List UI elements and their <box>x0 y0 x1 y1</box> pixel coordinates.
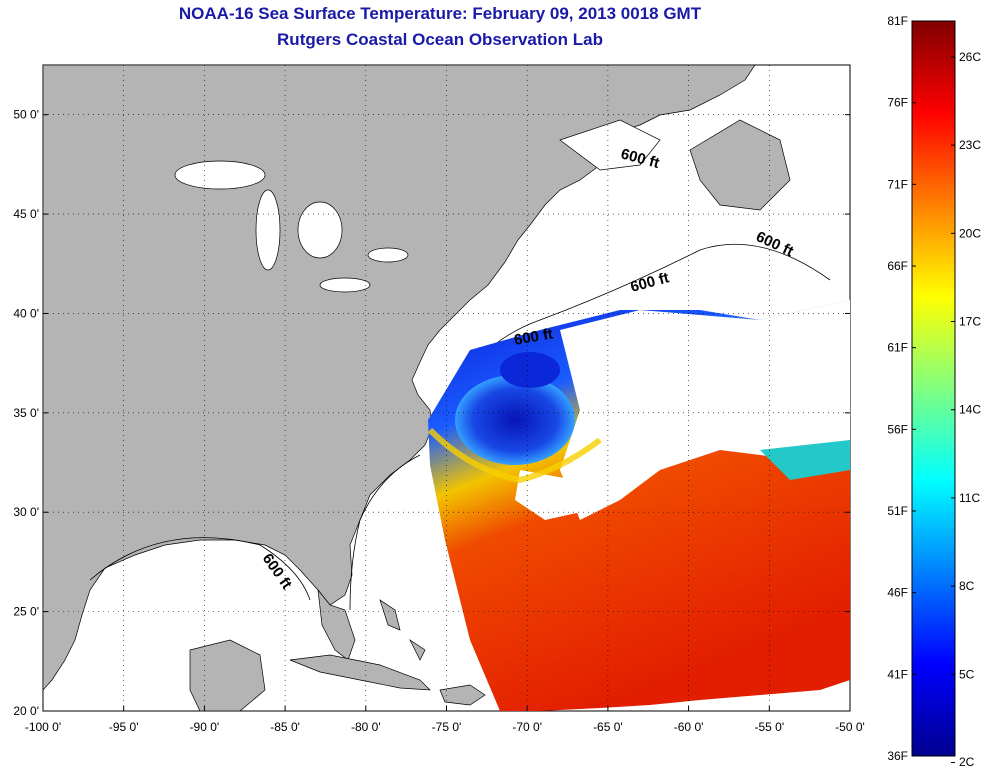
colorbar-label-f: 76F <box>887 96 908 110</box>
colorbar-labels: 81F 76F 71F 66F 61F 56F 51F 46F 41F 36F 26C 23C 20C 1… <box>887 14 981 769</box>
colorbar-label-f: 46F <box>887 586 908 600</box>
lat-tick-label: 25 0' <box>13 605 39 619</box>
land-yucatan <box>189 639 266 711</box>
gulf-st-lawrence <box>559 119 661 171</box>
colorbar-label-f: 66F <box>887 259 908 273</box>
land-newfoundland <box>689 119 791 211</box>
lake-superior <box>174 160 266 190</box>
colorbar-label-c: 23C <box>959 138 981 152</box>
map-title: NOAA-16 Sea Surface Temperature: Februar… <box>178 4 702 23</box>
lat-tick-label: 30 0' <box>13 505 39 519</box>
lon-tick-label: -95 0' <box>109 720 139 734</box>
cold-water-swirl <box>500 352 560 388</box>
land-hispaniola <box>439 684 486 706</box>
land-florida <box>317 588 356 661</box>
lon-tick-label: -70 0' <box>512 720 542 734</box>
land-bahamas <box>379 599 426 661</box>
lon-tick-label: -100 0' <box>25 720 61 734</box>
colorbar-label-c: 2C <box>959 755 975 769</box>
lat-tick-label: 20 0' <box>13 704 39 718</box>
isobath-label: 600 ft <box>513 325 555 349</box>
colorbar-label-f: 41F <box>887 667 908 681</box>
warm-water-edge <box>760 440 850 480</box>
cloud-cover-central <box>515 470 590 520</box>
land-cuba <box>289 654 431 691</box>
lon-tick-label: -55 0' <box>754 720 784 734</box>
cloud-cover-north <box>560 300 850 520</box>
colorbar-label-c: 5C <box>959 667 975 681</box>
gulf-stream-front <box>427 427 602 484</box>
lon-tick-label: -50 0' <box>835 720 865 734</box>
longitude-axis: -100 0' -95 0' -90 0' -85 0' -80 0' -75 0' -70… <box>25 706 865 734</box>
lon-tick-label: -60 0' <box>674 720 704 734</box>
colorbar-label-f: 56F <box>887 422 908 436</box>
lon-tick-label: -65 0' <box>593 720 623 734</box>
lat-tick-label: 40 0' <box>13 306 39 320</box>
lon-tick-label: -90 0' <box>190 720 220 734</box>
colorbar-label-c: 17C <box>959 315 981 329</box>
map-subtitle: Rutgers Coastal Ocean Observation Lab <box>277 30 603 49</box>
colorbar-label-c: 14C <box>959 403 981 417</box>
colorbar-label-f: 81F <box>887 14 908 28</box>
latitude-axis: 20 0' 25 0' 30 0' 35 0' 40 0' 45 0' 50 0' <box>13 108 850 718</box>
colorbar-label-c: 20C <box>959 226 981 240</box>
colorbar-label-f: 36F <box>887 749 908 763</box>
lake-erie <box>319 277 371 293</box>
lake-huron <box>297 201 343 259</box>
colorbar-label-c: 11C <box>959 491 980 505</box>
colorbar-label-c: 8C <box>959 579 975 593</box>
lat-tick-label: 50 0' <box>13 108 39 122</box>
isobath-600ft-gulf <box>89 537 311 601</box>
lat-tick-label: 35 0' <box>13 406 39 420</box>
colorbar-label-c: 26C <box>959 50 981 64</box>
colorbar-label-f: 71F <box>887 177 908 191</box>
lake-ontario <box>367 247 409 263</box>
lon-tick-label: -75 0' <box>432 720 462 734</box>
colorbar-label-f: 51F <box>887 504 908 518</box>
lon-tick-label: -80 0' <box>351 720 381 734</box>
isobath-600ft-southeast <box>349 454 421 611</box>
colorbar <box>911 20 956 757</box>
lon-tick-label: -85 0' <box>270 720 300 734</box>
lat-tick-label: 45 0' <box>13 207 39 221</box>
cold-water-eddy <box>455 375 575 465</box>
lake-michigan <box>255 189 281 271</box>
colorbar-label-f: 61F <box>887 341 908 355</box>
